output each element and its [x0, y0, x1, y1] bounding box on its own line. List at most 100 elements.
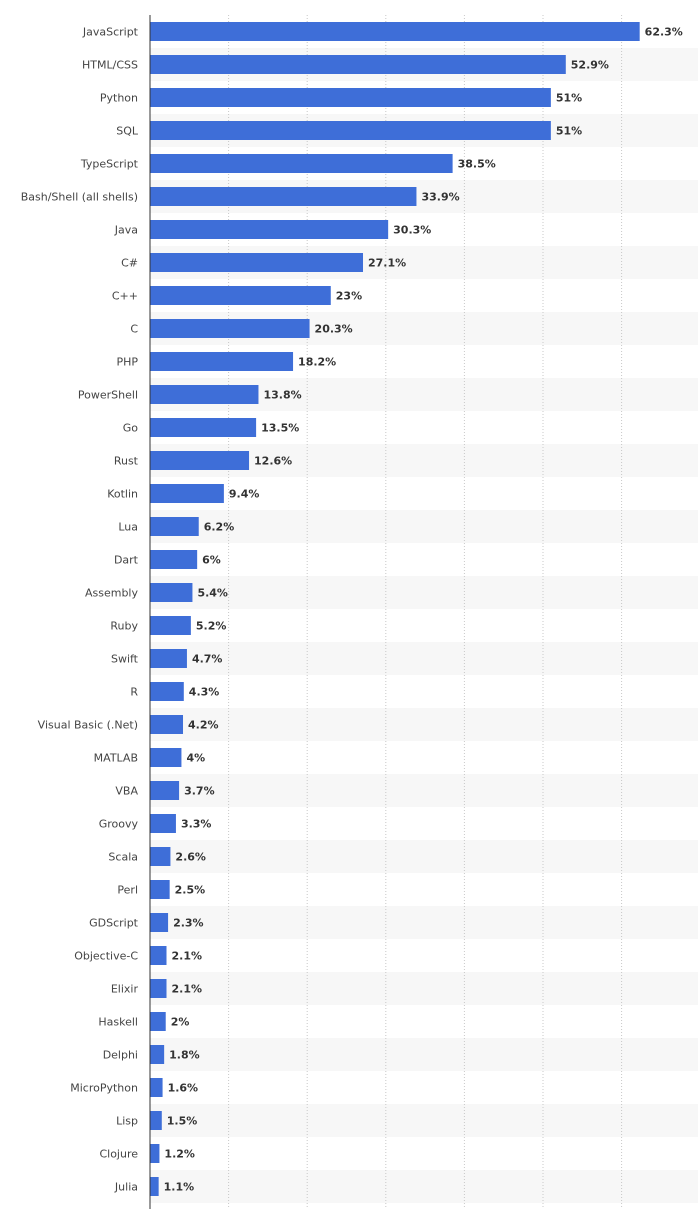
- bar: [150, 121, 551, 140]
- value-label: 2.5%: [175, 884, 206, 897]
- value-label: 4.2%: [188, 719, 219, 732]
- value-label: 4.7%: [192, 653, 223, 666]
- value-labels: 62.3% 52.9% 51% 51% 38.5% 33.9% 30.3% 27.1% 23% 2…: [164, 26, 683, 1194]
- value-label: 38.5%: [458, 158, 496, 171]
- category-label: Lua: [118, 521, 138, 534]
- category-label: C++: [112, 290, 138, 303]
- value-label: 3.3%: [181, 818, 212, 831]
- bar: [150, 946, 167, 965]
- bar: [150, 979, 167, 998]
- bar: [150, 583, 193, 602]
- bar: [150, 484, 224, 503]
- bar: [150, 352, 294, 371]
- category-label: Clojure: [99, 1148, 138, 1161]
- value-label: 4%: [186, 752, 205, 765]
- category-label: HTML/CSS: [82, 59, 138, 72]
- row-stripe: [150, 708, 698, 741]
- category-label: Swift: [111, 653, 139, 666]
- bar: [150, 1078, 163, 1097]
- value-label: 2.1%: [172, 950, 203, 963]
- bar: [150, 1012, 166, 1031]
- value-label: 1.8%: [169, 1049, 200, 1062]
- bar: [150, 847, 171, 866]
- category-label: R: [130, 686, 138, 699]
- bar: [150, 517, 199, 536]
- value-label: 1.5%: [167, 1115, 198, 1128]
- row-stripe: [150, 972, 698, 1005]
- value-label: 13.8%: [263, 389, 301, 402]
- value-label: 5.4%: [197, 587, 228, 600]
- category-label: MicroPython: [70, 1082, 138, 1095]
- category-label: Objective-C: [74, 950, 138, 963]
- bar: [150, 1111, 162, 1130]
- value-label: 1.1%: [164, 1181, 195, 1194]
- value-label: 6%: [202, 554, 221, 567]
- category-label: Python: [100, 92, 138, 105]
- category-label: C#: [121, 257, 138, 270]
- category-label: VBA: [115, 785, 138, 798]
- value-label: 9.4%: [229, 488, 260, 501]
- bar: [150, 1144, 160, 1163]
- bar: [150, 1045, 165, 1064]
- category-label: C: [130, 323, 138, 336]
- bar: [150, 649, 187, 668]
- category-label: Ruby: [110, 620, 138, 633]
- value-label: 5.2%: [196, 620, 227, 633]
- category-labels: JavaScript HTML/CSS Python SQL TypeScript Bas…: [21, 26, 139, 1194]
- category-label: Elixir: [111, 983, 139, 996]
- bar: [150, 451, 250, 470]
- value-label: 4.3%: [189, 686, 220, 699]
- bar: [150, 418, 257, 437]
- category-label: JavaScript: [82, 26, 139, 39]
- value-label: 20.3%: [315, 323, 353, 336]
- category-label: Kotlin: [107, 488, 138, 501]
- category-label: Visual Basic (.Net): [38, 719, 138, 732]
- row-stripe: [150, 576, 698, 609]
- value-label: 3.7%: [184, 785, 215, 798]
- category-label: Julia: [114, 1181, 138, 1194]
- category-label: SQL: [116, 125, 139, 138]
- category-label: Rust: [114, 455, 139, 468]
- bar: [150, 88, 551, 107]
- value-label: 2.6%: [175, 851, 206, 864]
- category-label: Assembly: [85, 587, 139, 600]
- bar: [150, 748, 182, 767]
- bar: [150, 187, 417, 206]
- value-label: 62.3%: [645, 26, 683, 39]
- bar: [150, 814, 176, 833]
- value-label: 30.3%: [393, 224, 431, 237]
- category-label: MATLAB: [94, 752, 138, 765]
- value-label: 1.6%: [168, 1082, 199, 1095]
- row-stripe: [150, 1104, 698, 1137]
- bar: [150, 154, 453, 173]
- row-stripe: [150, 906, 698, 939]
- bar: [150, 682, 184, 701]
- category-label: PowerShell: [78, 389, 138, 402]
- bar: [150, 286, 331, 305]
- value-label: 2.3%: [173, 917, 204, 930]
- value-label: 51%: [556, 125, 582, 138]
- category-label: Groovy: [99, 818, 139, 831]
- value-label: 12.6%: [254, 455, 292, 468]
- bar: [150, 781, 180, 800]
- value-label: 23%: [336, 290, 362, 303]
- value-label: 1.2%: [164, 1148, 195, 1161]
- category-label: Haskell: [98, 1016, 138, 1029]
- bar: [150, 55, 566, 74]
- value-label: 2%: [171, 1016, 190, 1029]
- value-label: 33.9%: [421, 191, 459, 204]
- row-stripe: [150, 1038, 698, 1071]
- bar: [150, 22, 640, 41]
- value-label: 6.2%: [204, 521, 235, 534]
- row-stripe: [150, 642, 698, 675]
- gridlines: [228, 15, 623, 1209]
- row-stripe: [150, 840, 698, 873]
- category-label: Bash/Shell (all shells): [21, 191, 138, 204]
- value-label: 2.1%: [172, 983, 203, 996]
- category-label: Lisp: [116, 1115, 138, 1128]
- bar: [150, 913, 169, 932]
- category-label: Delphi: [103, 1049, 138, 1062]
- bar: [150, 385, 259, 404]
